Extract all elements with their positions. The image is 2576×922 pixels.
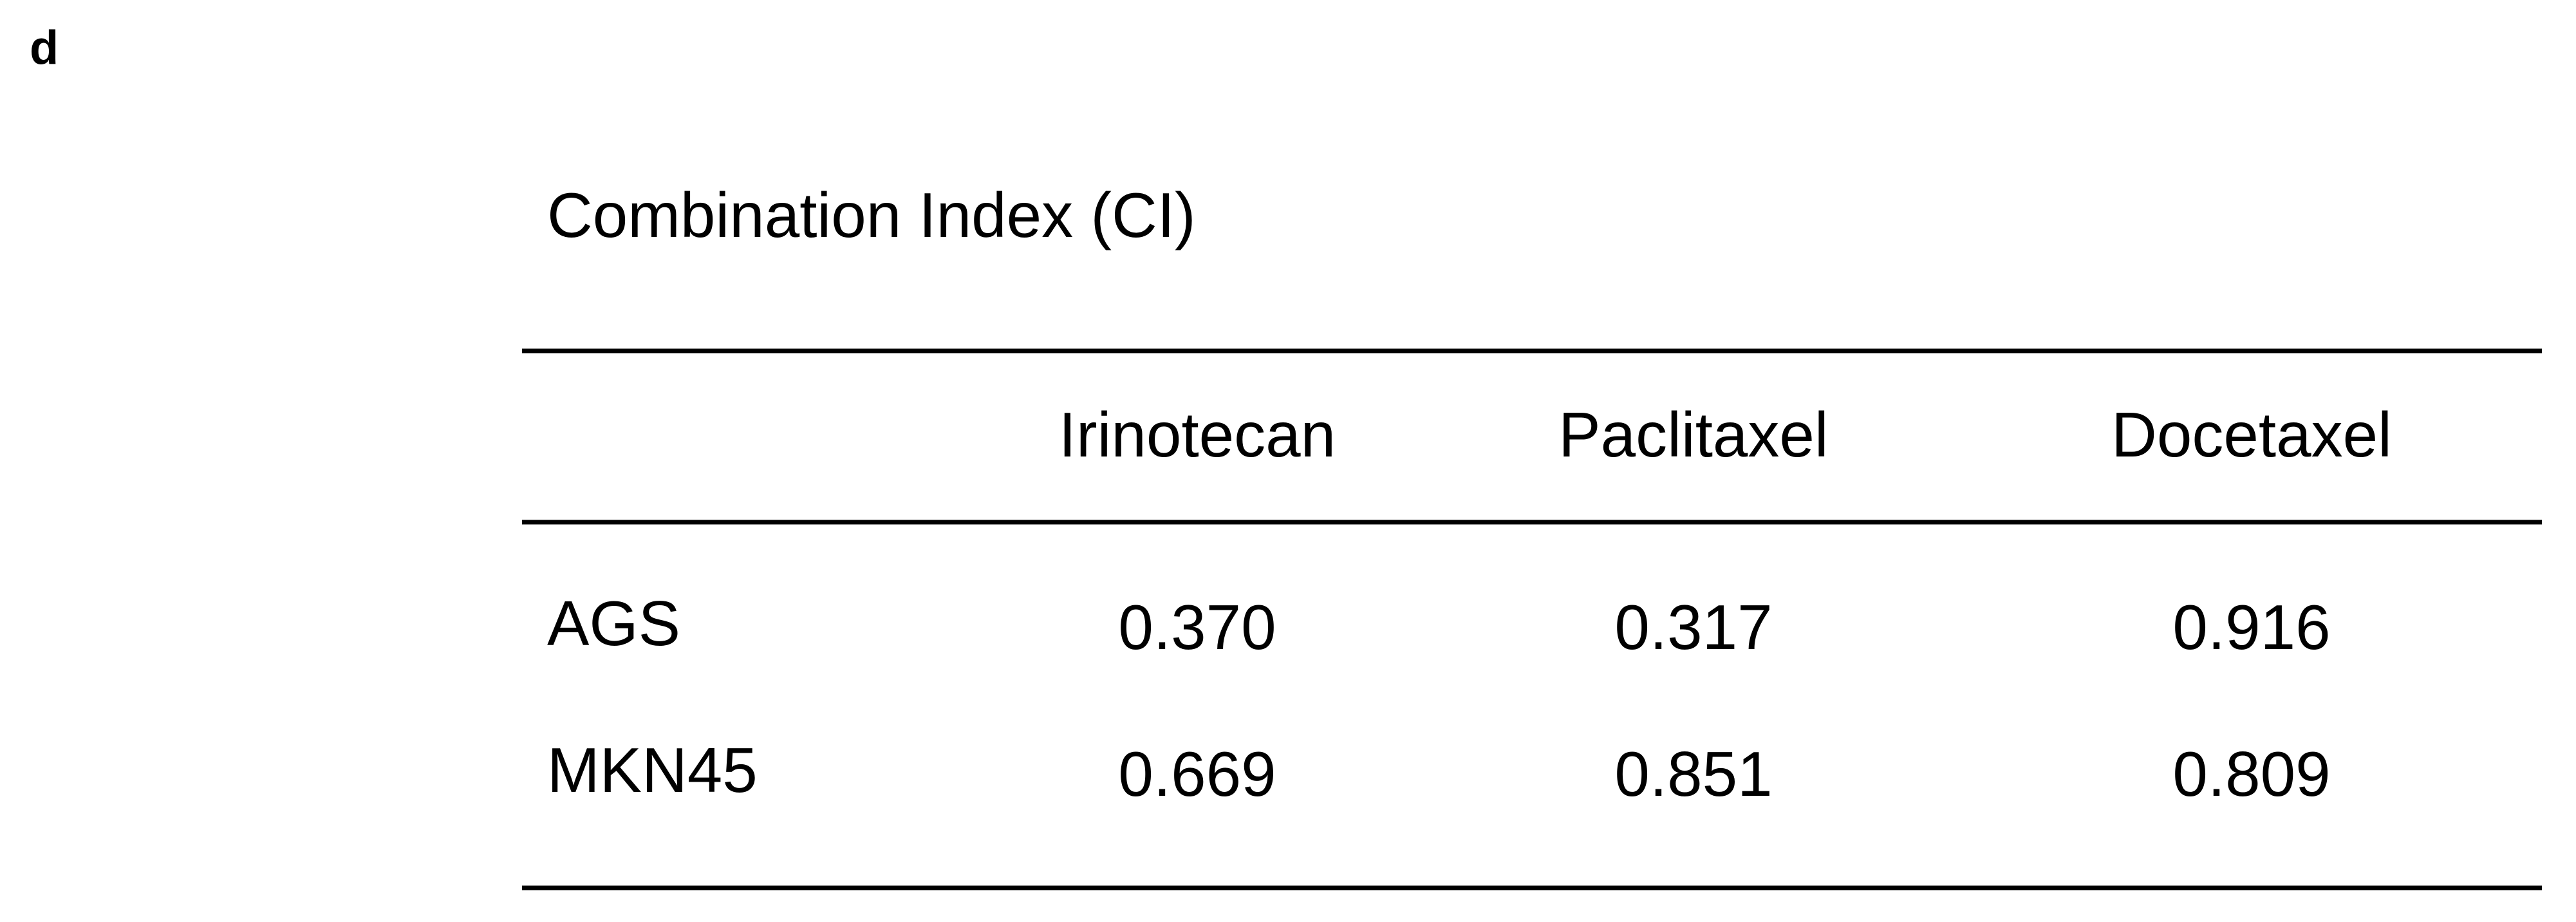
column-header: Irinotecan <box>1059 399 1336 470</box>
panel-label: d <box>30 21 59 75</box>
cell-value: 0.851 <box>1614 739 1772 809</box>
cell-value: 0.370 <box>1118 592 1276 663</box>
cell-value: 0.669 <box>1118 739 1276 809</box>
column-header: Paclitaxel <box>1558 399 1828 470</box>
cell-value: 0.916 <box>2172 592 2330 663</box>
cell-value: 0.809 <box>2172 739 2330 809</box>
row-label: MKN45 <box>547 735 758 805</box>
row-label: AGS <box>547 588 680 659</box>
column-header: Docetaxel <box>2111 399 2392 470</box>
cell-value: 0.317 <box>1614 592 1772 663</box>
table-title: Combination Index (CI) <box>547 180 1196 250</box>
